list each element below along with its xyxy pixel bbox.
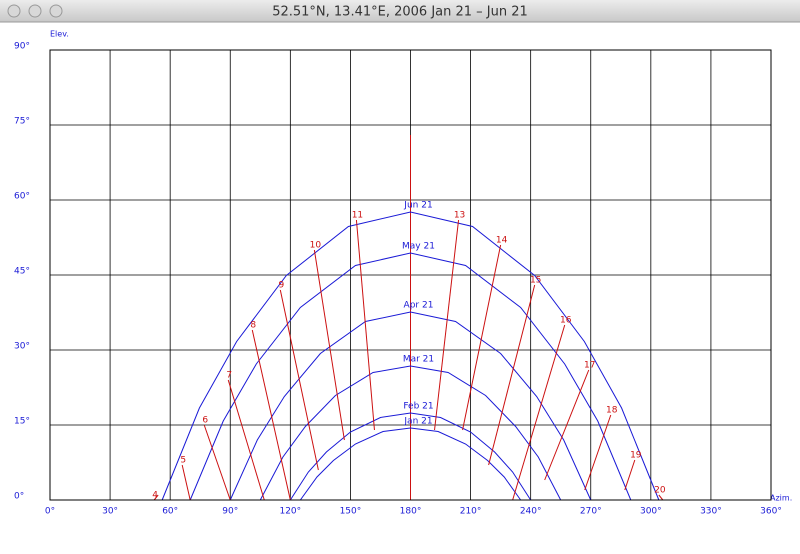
hour-label: 7 <box>226 371 232 381</box>
hour-label: 10 <box>310 241 322 251</box>
date-curve <box>289 412 532 501</box>
hour-label: 16 <box>560 316 572 326</box>
hour-line <box>462 244 502 431</box>
hour-line <box>251 329 291 501</box>
hour-line <box>512 324 566 501</box>
x-tick-label: 90° <box>222 507 238 517</box>
hour-label: 6 <box>202 416 208 426</box>
hour-line <box>584 414 612 491</box>
x-tick-label: 60° <box>162 507 178 517</box>
date-label: Jun 21 <box>403 201 432 211</box>
y-tick-label: 0° <box>14 492 24 502</box>
y-tick-label: 60° <box>14 192 30 202</box>
hour-line <box>658 494 664 501</box>
x-tick-label: 150° <box>340 507 362 517</box>
y-tick-label: 75° <box>14 117 30 127</box>
hour-line <box>355 219 375 431</box>
hour-label: 17 <box>584 361 595 371</box>
close-button[interactable] <box>7 4 21 18</box>
x-tick-label: 240° <box>520 507 542 517</box>
minimize-button[interactable] <box>28 4 42 18</box>
x-tick-label: 300° <box>640 507 662 517</box>
hour-label: 13 <box>454 211 465 221</box>
x-tick-label: 0° <box>45 507 55 517</box>
hour-label: 20 <box>654 486 666 496</box>
hour-line <box>153 494 159 501</box>
date-label: Mar 21 <box>403 355 434 365</box>
x-tick-label: 330° <box>700 507 722 517</box>
hour-line <box>313 249 345 441</box>
hour-label: 11 <box>352 211 363 221</box>
hour-label: 18 <box>606 406 618 416</box>
date-label: Apr 21 <box>404 301 434 311</box>
hour-label: 9 <box>278 281 284 291</box>
date-label: Feb 21 <box>403 402 433 412</box>
hour-line <box>544 369 590 481</box>
x-tick-label: 210° <box>460 507 482 517</box>
hour-line <box>488 284 536 466</box>
date-curve <box>189 252 632 501</box>
plot: 0° 15° 30° 45° 60° 75° 90° 0° 30° 60° 90° 120° 150° 1… <box>14 42 782 517</box>
hour-label: 14 <box>496 236 508 246</box>
x-tick-label: 30° <box>102 507 118 517</box>
hour-line <box>624 459 636 491</box>
hour-line <box>227 379 265 501</box>
x-tick-label: 360° <box>760 507 782 517</box>
y-tick-label: 90° <box>14 42 30 52</box>
date-curve <box>229 311 592 501</box>
y-tick-label: 45° <box>14 267 30 277</box>
x-axis-title: Azim. <box>770 494 792 503</box>
hour-label: 8 <box>250 321 256 331</box>
hour-label: 4 <box>152 491 158 501</box>
date-label: May 21 <box>402 242 435 252</box>
date-curve <box>259 365 562 501</box>
y-tick-label: 30° <box>14 342 30 352</box>
x-tick-label: 270° <box>580 507 602 517</box>
x-tick-label: 180° <box>400 507 422 517</box>
y-tick-label: 15° <box>14 417 30 427</box>
date-curve <box>161 211 660 501</box>
hour-label: 5 <box>180 456 186 466</box>
hour-label: 15 <box>530 276 541 286</box>
window-title: 52.51°N, 13.41°E, 2006 Jan 21 – Jun 21 <box>272 5 528 20</box>
hour-line <box>181 464 191 501</box>
plot-border <box>49 49 772 501</box>
zoom-button[interactable] <box>49 4 63 18</box>
hour-label: 19 <box>630 451 642 461</box>
hour-line <box>203 424 231 501</box>
hour-line <box>434 219 460 431</box>
date-curve <box>299 427 522 501</box>
y-axis-title: Elev. <box>50 30 69 39</box>
x-tick-label: 120° <box>279 507 301 517</box>
title-bar <box>0 0 800 22</box>
date-label: Jan 21 <box>403 417 432 427</box>
hour-line <box>279 289 319 471</box>
